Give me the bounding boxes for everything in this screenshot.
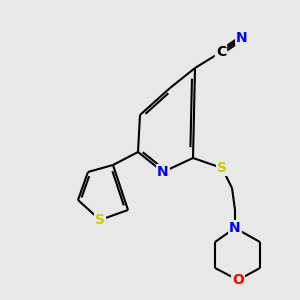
Text: S: S xyxy=(217,161,227,175)
Text: S: S xyxy=(95,213,105,227)
Text: N: N xyxy=(157,165,169,179)
Text: N: N xyxy=(236,31,248,45)
Text: O: O xyxy=(232,273,244,287)
Text: N: N xyxy=(229,221,241,235)
Text: C: C xyxy=(216,45,226,59)
